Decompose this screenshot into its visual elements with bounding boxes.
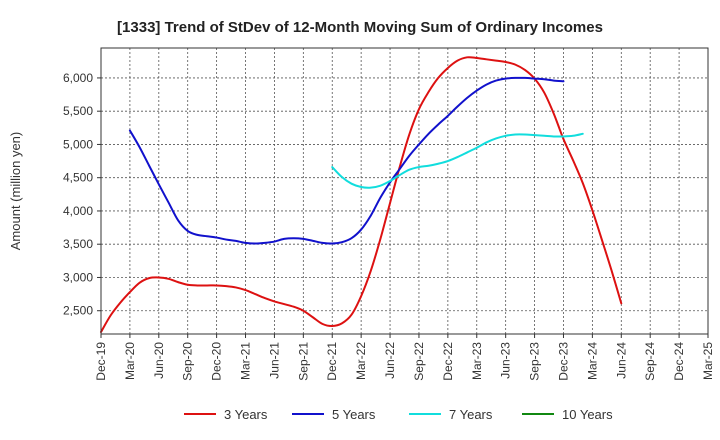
series-line-3-years [100,56,623,333]
x-tick-label: Sep-24 [643,342,657,381]
legend-label-5-years: 5 Years [332,407,376,422]
legend-label-7-years: 7 Years [449,407,493,422]
legend: 3 Years 5 Years 7 Years 10 Years [184,407,613,422]
y-tick-label: 3,000 [63,270,93,284]
chart-title: [1333] Trend of StDev of 12-Month Moving… [117,19,603,36]
y-tick-label: 5,500 [63,104,93,118]
x-tick-label: Mar-25 [701,342,715,380]
x-tick-label: Jun-21 [267,342,281,379]
x-tick-label: Jun-24 [614,342,628,379]
series-line-5-years [128,76,565,245]
y-tick-label: 6,000 [63,71,93,85]
legend-label-10-years: 10 Years [562,407,613,422]
y-axis-ticks: 2,500 3,000 3,500 4,000 4,500 5,000 5,500 6,000 [63,71,101,318]
x-tick-label: Sep-21 [296,342,310,381]
x-tick-label: Sep-22 [412,342,426,381]
x-tick-label: Sep-23 [528,342,542,381]
series-line-7-years [331,132,584,189]
x-tick-label: Jun-23 [499,342,513,379]
x-axis-ticks: Dec-19 Mar-20 Jun-20 Sep-20 Dec-20 Mar-21 Jun-… [94,334,715,381]
x-tick-label: Mar-21 [239,342,253,380]
y-axis-label: Amount (million yen) [8,132,23,251]
series-lines [100,56,623,333]
x-tick-label: Dec-21 [325,342,339,381]
x-tick-label: Mar-22 [354,342,368,380]
y-tick-label: 5,000 [63,137,93,151]
plot-area [100,47,709,335]
x-tick-label: Dec-20 [210,342,224,381]
y-tick-label: 2,500 [63,304,93,318]
x-tick-label: Dec-23 [556,342,570,381]
x-tick-label: Mar-23 [470,342,484,380]
x-tick-label: Sep-20 [181,342,195,381]
x-tick-label: Jun-20 [152,342,166,379]
grid [101,48,708,334]
x-tick-label: Mar-20 [123,342,137,380]
x-tick-label: Mar-24 [585,342,599,380]
y-tick-label: 4,500 [63,171,93,185]
x-tick-label: Dec-19 [94,342,108,381]
x-tick-label: Jun-22 [383,342,397,379]
y-tick-label: 3,500 [63,237,93,251]
x-tick-label: Dec-24 [672,342,686,381]
x-tick-label: Dec-22 [441,342,455,381]
legend-label-3-years: 3 Years [224,407,268,422]
y-tick-label: 4,000 [63,204,93,218]
